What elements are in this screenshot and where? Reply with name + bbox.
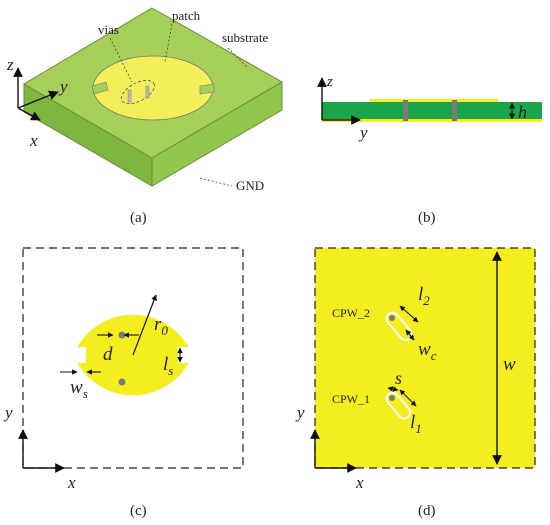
dim-l1-label: l1	[410, 412, 422, 436]
substrate-right-face	[151, 81, 283, 187]
panel-c: r0 d ws ls y x (c)	[3, 247, 244, 519]
dim-ws-label: ws	[70, 377, 88, 401]
patch-notch-left	[91, 81, 109, 95]
patch-notch-right	[199, 83, 215, 95]
axis-y-label-b: y	[358, 123, 368, 142]
dim-l2-label: l2	[418, 284, 430, 308]
side-substrate	[322, 102, 542, 120]
side-gnd	[322, 119, 542, 122]
dim-l1-arrow	[399, 389, 417, 407]
side-patch	[370, 99, 498, 102]
caption-b: (b)	[418, 210, 436, 226]
patch-ellipse	[92, 55, 214, 121]
axis-x-arrow	[17, 107, 41, 121]
panel-b: h z y (b)	[317, 74, 542, 226]
dim-s-label: s	[395, 368, 402, 388]
leader-gnd	[199, 177, 233, 187]
dim-l2-arrow	[399, 305, 419, 323]
axis-x-label-d: x	[355, 473, 364, 492]
axes-d: y x	[295, 403, 364, 492]
axis-y-label: y	[58, 77, 68, 96]
axis-x-label: x	[29, 131, 38, 150]
port-cpw2-label: CPW_2	[332, 306, 370, 320]
caption-c: (c)	[130, 503, 147, 519]
port-cpw1-label: CPW_1	[332, 392, 370, 406]
dim-r0-label: r0	[154, 314, 168, 338]
frame-c	[22, 247, 244, 469]
dim-d-label: d	[103, 344, 113, 365]
axis-y-label-c: y	[3, 403, 13, 422]
caption-d: (d)	[418, 503, 436, 519]
dim-ls-label: ls	[163, 354, 173, 378]
axis-y-arrow	[17, 90, 59, 109]
side-via-2	[452, 100, 457, 121]
caption-a: (a)	[130, 210, 147, 226]
panel-d: CPW_2 CPW_1 l2 wc s l1 w y x (d)	[295, 247, 536, 519]
dim-s-arrow	[387, 386, 399, 392]
axes-b: z y	[317, 74, 368, 142]
label-gnd: GND	[236, 178, 264, 193]
axis-x-label-c: x	[67, 473, 76, 492]
vias-highlight	[121, 80, 155, 104]
leader-substrate	[227, 47, 249, 69]
dim-r0-arrow	[132, 294, 157, 356]
leader-vias	[109, 37, 133, 83]
label-vias: vias	[98, 22, 119, 37]
dim-wc-arrow	[405, 329, 415, 341]
leader-patch	[164, 23, 173, 63]
axes-c: y x	[3, 403, 76, 492]
label-substrate: substrate	[222, 30, 268, 45]
via-1	[127, 89, 132, 103]
axis-y-label-d: y	[295, 403, 305, 422]
via-2	[145, 85, 150, 99]
via-dot-bottom	[118, 378, 126, 386]
axis-z-label-b: z	[326, 74, 333, 90]
side-via-1	[403, 100, 408, 121]
axis-z-label: z	[6, 55, 14, 74]
axes-a: z y x	[6, 55, 68, 150]
dim-h-label: h	[518, 102, 527, 122]
label-patch: patch	[172, 8, 201, 23]
dim-w-label: w	[503, 354, 516, 375]
dim-wc-label: wc	[418, 339, 437, 363]
patch-3d	[91, 55, 215, 121]
panel-a: vias patch substrate GND z y x (a)	[6, 7, 284, 226]
